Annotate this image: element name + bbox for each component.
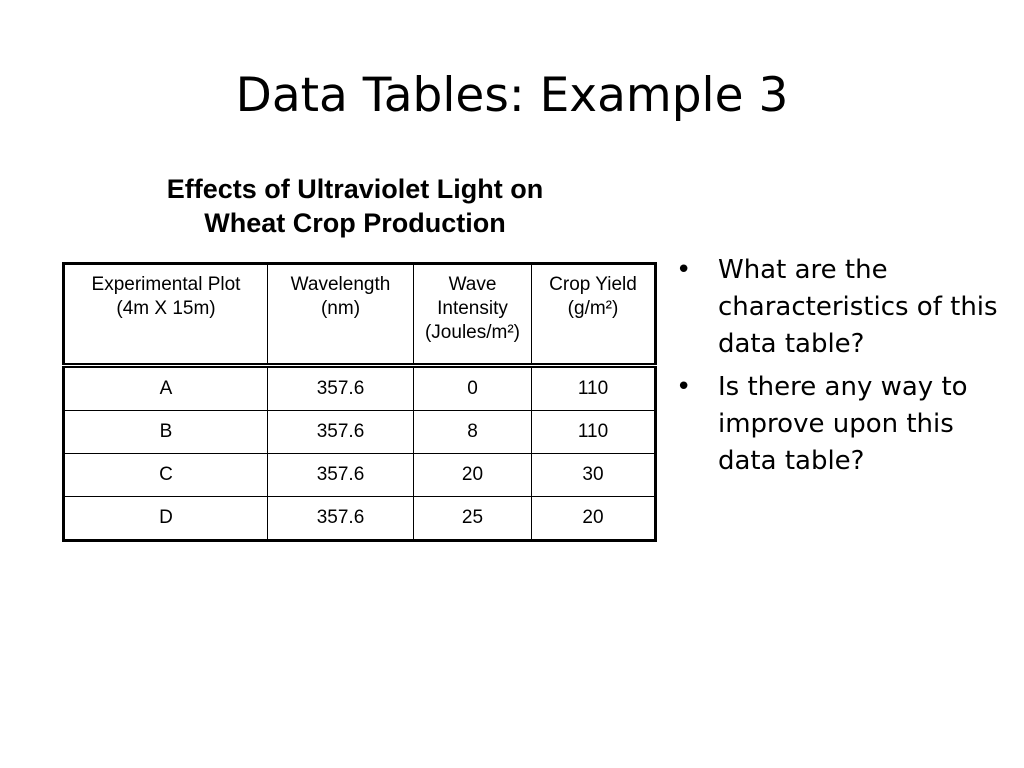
header-crop-yield: Crop Yield (g/m²) (531, 263, 656, 368)
bullet-text: Is there any way to improve upon this da… (718, 372, 968, 476)
header-wave-intensity: Wave Intensity (Joules/m²) (413, 263, 532, 368)
header-wavelength: Wavelength (nm) (267, 263, 414, 368)
table-cell: 110 (531, 410, 656, 454)
header-line: (4m X 15m) (116, 298, 216, 319)
table-cell: D (63, 496, 268, 541)
table-row: D 357.6 25 20 (63, 496, 656, 541)
table-caption: Effects of Ultraviolet Light on Wheat Cr… (56, 172, 654, 240)
header-line: Intensity (437, 298, 508, 319)
header-line: Wave (448, 274, 497, 295)
header-experimental-plot: Experimental Plot (4m X 15m) (63, 263, 268, 368)
table-cell: 25 (413, 496, 532, 541)
header-line: Crop Yield (549, 274, 637, 295)
table-cell: B (63, 410, 268, 454)
header-line: (Joules/m²) (424, 322, 520, 343)
table-cell: 0 (413, 365, 532, 411)
bullet-dot-icon: • (676, 372, 692, 402)
slide-title: Data Tables: Example 3 (235, 68, 789, 123)
bullet-item: • Is there any way to improve upon this … (676, 369, 1006, 480)
table-cell: 110 (531, 365, 656, 411)
table-cell: 20 (413, 453, 532, 497)
header-line: Experimental Plot (91, 274, 241, 295)
table-caption-line-1: Effects of Ultraviolet Light on (166, 174, 544, 204)
table-row: C 357.6 20 30 (63, 453, 656, 497)
table-figure: Effects of Ultraviolet Light on Wheat Cr… (62, 172, 657, 542)
table-cell: 357.6 (267, 410, 414, 454)
table-cell: 357.6 (267, 496, 414, 541)
bullet-item: • What are the characteristics of this d… (676, 252, 1006, 363)
table-cell: 20 (531, 496, 656, 541)
bullet-list: • What are the characteristics of this d… (676, 252, 1006, 486)
table-cell: C (63, 453, 268, 497)
table-cell: 357.6 (267, 453, 414, 497)
bullet-text: What are the characteristics of this dat… (718, 255, 998, 359)
table-row: B 357.6 8 110 (63, 410, 656, 454)
table-cell: 8 (413, 410, 532, 454)
table-caption-line-2: Wheat Crop Production (204, 208, 506, 238)
table-row: A 357.6 0 110 (63, 365, 656, 411)
table-header-row: Experimental Plot (4m X 15m) Wavelength … (63, 263, 656, 368)
bullet-dot-icon: • (676, 255, 692, 285)
data-table: Experimental Plot (4m X 15m) Wavelength … (62, 262, 657, 542)
table-cell: 357.6 (267, 365, 414, 411)
header-line: Wavelength (290, 274, 391, 295)
table-cell: 30 (531, 453, 656, 497)
header-line: (g/m²) (567, 298, 619, 319)
table-cell: A (63, 365, 268, 411)
header-line: (nm) (320, 298, 361, 319)
